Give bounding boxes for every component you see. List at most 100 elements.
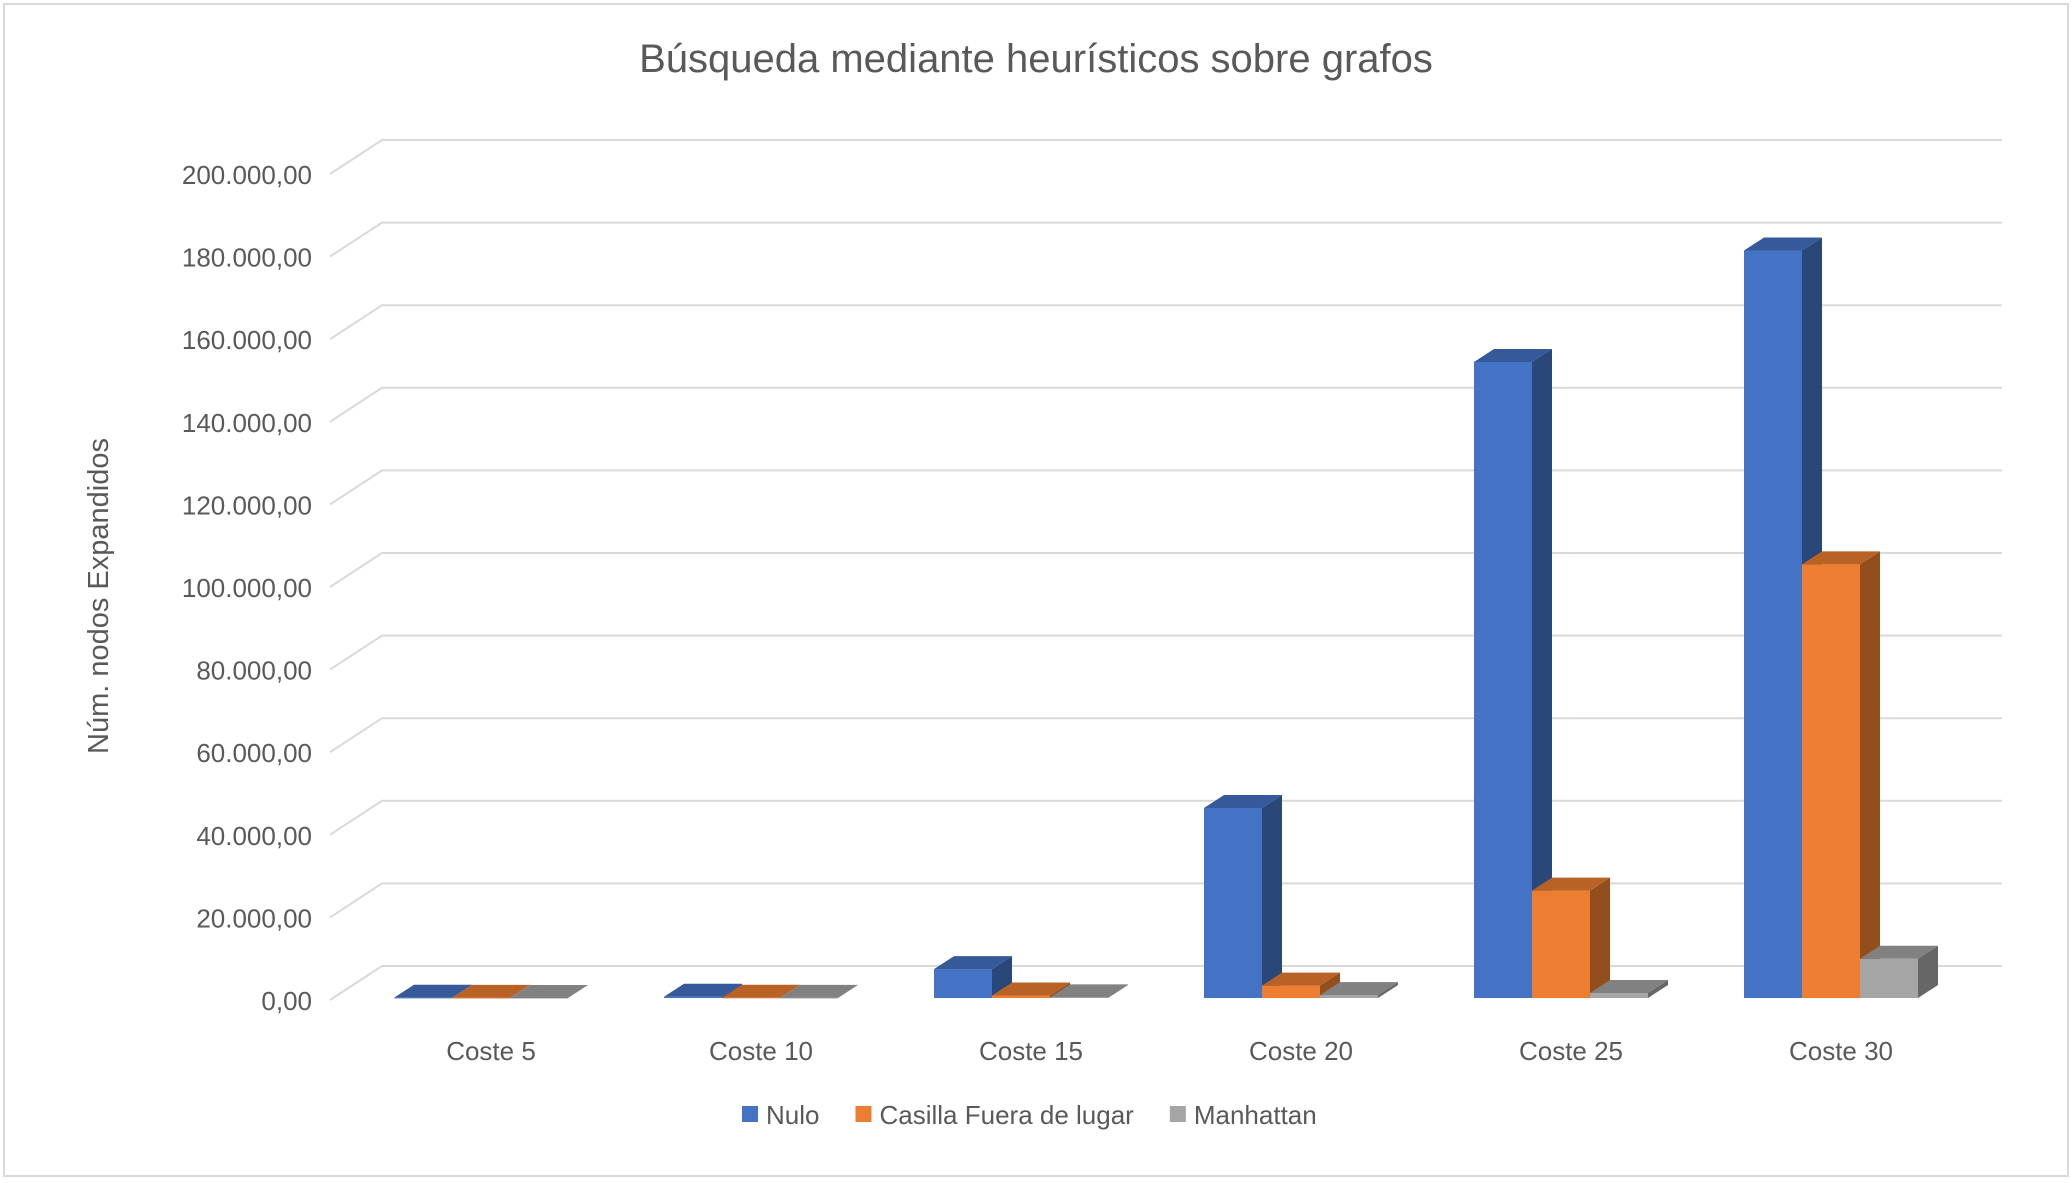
y-tick-label: 200.000,00 xyxy=(182,160,312,190)
bar-front xyxy=(1532,890,1590,998)
bar xyxy=(1590,980,1668,998)
y-tick-label: 160.000,00 xyxy=(182,325,312,355)
bar-front xyxy=(992,995,1050,998)
bar-front xyxy=(664,996,722,998)
bar-top xyxy=(1532,877,1610,891)
bar-front xyxy=(934,969,992,998)
bar-top xyxy=(394,984,472,998)
bar-side xyxy=(1320,972,1340,998)
gridline xyxy=(329,882,2002,919)
bar xyxy=(664,983,742,998)
bar-front xyxy=(1744,250,1802,999)
bar xyxy=(1532,877,1610,998)
bar xyxy=(1204,795,1282,998)
gridline xyxy=(329,634,2002,671)
bar xyxy=(1262,972,1340,998)
chart-title: Búsqueda mediante heurísticos sobre graf… xyxy=(639,37,1433,81)
bar xyxy=(510,984,588,999)
gridline xyxy=(329,386,2002,423)
gridline xyxy=(329,469,2002,506)
y-tick-label: 60.000,00 xyxy=(196,738,312,768)
bar-top xyxy=(992,982,1070,996)
gridline xyxy=(329,139,2002,175)
bar-top xyxy=(1474,348,1552,362)
bar xyxy=(1860,945,1938,998)
bar xyxy=(1802,551,1880,998)
legend-swatch xyxy=(855,1106,872,1122)
y-tick-label: 180.000,00 xyxy=(182,243,312,273)
y-tick-label: 80.000,00 xyxy=(196,656,312,686)
y-tick-label: 0,00 xyxy=(261,986,312,1016)
legend-swatch xyxy=(1169,1106,1186,1122)
bar-front xyxy=(1204,808,1262,998)
legend-label: Casilla Fuera de lugar xyxy=(879,1100,1134,1130)
bar-top xyxy=(1744,237,1822,251)
chart-border xyxy=(3,3,2069,1177)
x-tick-label: Coste 25 xyxy=(1519,1036,1623,1066)
bar-front xyxy=(722,997,780,999)
bar-front xyxy=(780,997,838,999)
bar-top xyxy=(452,984,530,998)
bar-front xyxy=(1590,993,1648,998)
bar-front xyxy=(510,997,568,999)
legend: Nulo Casilla Fuera de lugar Manhattan xyxy=(742,1100,1317,1130)
bar xyxy=(780,984,858,999)
gridline xyxy=(329,304,2002,341)
bar xyxy=(1050,984,1128,998)
bar-front xyxy=(1474,361,1532,999)
gridline xyxy=(329,221,2002,258)
bar-top xyxy=(510,984,588,998)
bar-top xyxy=(780,984,858,998)
bar-top xyxy=(1320,982,1398,996)
bar-top xyxy=(722,984,800,998)
bar-front xyxy=(1860,958,1918,998)
bar-side xyxy=(1648,980,1668,998)
legend-label: Nulo xyxy=(766,1100,819,1130)
legend-swatch xyxy=(742,1106,758,1122)
y-tick-label: 100.000,00 xyxy=(182,573,312,603)
x-tick-label: Coste 30 xyxy=(1789,1036,1893,1066)
bar-top xyxy=(1590,980,1668,994)
bar-front xyxy=(1802,564,1860,998)
bar-front xyxy=(1320,995,1378,998)
bar xyxy=(1474,348,1552,999)
bar xyxy=(1320,982,1398,998)
bar-top xyxy=(1050,984,1128,998)
bar-top xyxy=(934,956,1012,970)
x-tick-label: Coste 20 xyxy=(1249,1036,1353,1066)
x-tick-label: Coste 10 xyxy=(709,1036,813,1066)
gridline xyxy=(329,799,2002,836)
gridline xyxy=(329,965,2002,1001)
bar-top xyxy=(1262,972,1340,986)
bar-top xyxy=(1204,795,1282,809)
bar-layer xyxy=(394,237,1938,999)
legend-item: Manhattan xyxy=(1169,1100,1317,1130)
bar-side xyxy=(1918,945,1938,998)
bar-front xyxy=(1262,985,1320,998)
bar-side xyxy=(1860,551,1880,998)
x-tick-label: Coste 15 xyxy=(979,1036,1083,1066)
gridline xyxy=(329,717,2002,754)
bar xyxy=(934,956,1012,998)
legend-item: Casilla Fuera de lugar xyxy=(855,1100,1134,1130)
x-tick-labels: Coste 5 Coste 10 Coste 15 Coste 20 Coste 25 C… xyxy=(446,1036,1893,1066)
bar-side xyxy=(1590,877,1610,998)
legend-item: Nulo xyxy=(742,1100,819,1130)
y-tick-label: 120.000,00 xyxy=(182,490,312,520)
bar-side xyxy=(1378,982,1398,998)
bar-front xyxy=(452,997,510,999)
y-tick-labels: 0,00 20.000,00 40.000,00 60.000,00 80.000,00… xyxy=(182,160,312,1016)
bar-top xyxy=(1802,551,1880,565)
bar-side xyxy=(568,984,588,998)
bar-front xyxy=(394,997,452,999)
bar-top xyxy=(1860,945,1938,959)
bar-side xyxy=(838,984,858,998)
bar-side xyxy=(722,983,742,998)
grid-layer xyxy=(329,139,2002,1001)
bar-top xyxy=(664,983,742,997)
x-tick-label: Coste 5 xyxy=(446,1036,536,1066)
bar-side xyxy=(1262,795,1282,998)
y-tick-label: 140.000,00 xyxy=(182,408,312,438)
bar-front xyxy=(1050,997,1108,998)
